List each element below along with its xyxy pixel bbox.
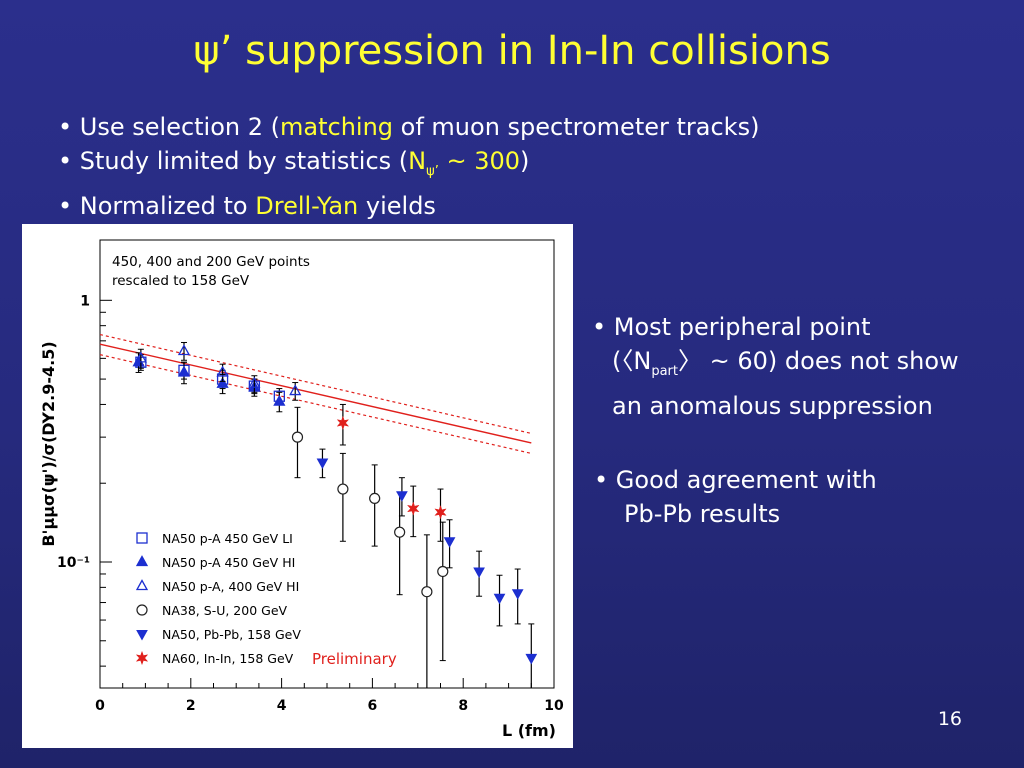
title-psi: ψ’ <box>193 28 233 74</box>
legend-label: NA50 p-A, 400 GeV HI <box>162 579 299 594</box>
bullet-2-tail: ) <box>520 147 530 175</box>
bullet-3: • Normalized to Drell-Yan yields <box>58 189 759 223</box>
bullet-2-highlight: ~ 300 <box>438 147 521 175</box>
bullet-1-text: • Use selection 2 ( <box>58 113 281 141</box>
slide-title: ψ’ suppression in In-In collisions <box>0 28 1024 74</box>
legend-marker <box>135 579 149 591</box>
data-point <box>216 376 229 388</box>
legend-marker <box>136 630 148 641</box>
data-point <box>291 431 304 443</box>
x-tick-label: 0 <box>95 698 105 714</box>
annotation-line-2: rescaled to 158 GeV <box>112 273 250 289</box>
title-text: suppression in In-In collisions <box>232 28 831 74</box>
data-point <box>473 567 485 579</box>
x-tick-label: 6 <box>368 698 378 714</box>
bullet-3-tail: yields <box>358 191 436 220</box>
legend-marker <box>135 555 149 567</box>
data-point <box>316 458 329 470</box>
y-tick-label: 10⁻¹ <box>57 555 90 571</box>
note-1-npart: (〈N <box>612 347 652 375</box>
data-point <box>289 384 302 396</box>
preliminary-label: Preliminary <box>312 650 397 668</box>
x-tick-label: 10 <box>544 698 564 714</box>
data-point <box>337 483 349 495</box>
note-2-line-1: • Good agreement with <box>594 466 877 494</box>
bullet-2-n: N <box>408 147 427 175</box>
data-point <box>248 376 261 388</box>
data-point <box>216 365 229 377</box>
data-point <box>511 589 524 600</box>
annotation-line-1: 450, 400 and 200 GeV points <box>112 254 310 270</box>
plot-frame <box>99 239 555 689</box>
bullet-list: • Use selection 2 (matching of muon spec… <box>58 110 759 223</box>
data-point <box>493 593 506 605</box>
data-point <box>437 565 449 578</box>
fit-line <box>99 343 532 444</box>
note-1-line-3: an anomalous suppression <box>612 391 933 420</box>
data-point <box>421 586 433 598</box>
psi-prime-chart: 0 2 4 6 8 10 1 10⁻¹ L (fm) B'μμσ(ψ')/σ(DY2.9-4.5)… <box>39 239 564 740</box>
data-point <box>134 351 147 363</box>
x-tick-label: 4 <box>277 698 287 714</box>
data-point <box>434 504 447 520</box>
data-point <box>394 526 406 538</box>
legend-label: NA38, S-U, 200 GeV <box>162 603 288 618</box>
bullet-2-sub: ψ’ <box>426 163 439 179</box>
bullet-1: • Use selection 2 (matching of muon spec… <box>58 110 759 144</box>
legend-label: NA50 p-A 450 GeV LI <box>162 531 293 546</box>
data-point <box>177 344 191 356</box>
data-point <box>369 492 381 504</box>
note-peripheral: • Most peripheral point (〈Npart〉 ~ 60) d… <box>592 310 959 423</box>
legend-label: NA60, In-In, 158 GeV <box>162 651 294 666</box>
legend-marker <box>135 650 149 666</box>
note-agreement: • Good agreement with Pb-Pb results <box>594 463 877 531</box>
plot-panel: 0 2 4 6 8 10 1 10⁻¹ L (fm) B'μμσ(ψ')/σ(DY2.9-4.5)… <box>22 224 573 748</box>
bullet-3-highlight: Drell-Yan <box>255 191 359 220</box>
bullet-1-highlight: matching <box>280 113 394 141</box>
legend-marker <box>136 604 148 616</box>
data-point <box>273 394 286 406</box>
x-axis-label: L (fm) <box>502 721 556 740</box>
bullet-2-text: • Study limited by statistics ( <box>58 147 409 175</box>
note-2-line-2: Pb-Pb results <box>624 500 781 528</box>
legend-marker <box>136 532 148 544</box>
fit-lower-band <box>99 354 532 454</box>
note-1-line-2: (〈Npart〉 ~ 60) does not show <box>592 344 959 389</box>
data-point <box>406 501 420 516</box>
fit-upper-band <box>99 333 532 434</box>
legend-label: NA50 p-A 450 GeV HI <box>162 555 295 570</box>
bullet-2: • Study limited by statistics (Nψ’ ~ 300… <box>58 144 759 189</box>
note-1-tail: 〉 ~ 60) does not show <box>678 347 959 375</box>
data-point <box>443 537 456 548</box>
bullet-3-text: • Normalized to <box>58 191 256 220</box>
x-tick-label: 8 <box>458 698 468 714</box>
bullet-1-tail: of muon spectrometer tracks) <box>393 113 760 141</box>
data-point <box>177 365 191 377</box>
y-tick-label: 1 <box>80 293 90 309</box>
data-point <box>396 491 408 502</box>
x-tick-label: 2 <box>186 698 196 714</box>
note-1-line-1: • Most peripheral point <box>592 313 871 341</box>
data-point <box>525 653 538 665</box>
legend-label: NA50, Pb-Pb, 158 GeV <box>162 627 301 642</box>
page-number: 16 <box>937 708 962 730</box>
data-point <box>336 415 350 431</box>
note-1-sub: part <box>651 363 678 379</box>
y-axis-label: B'μμσ(ψ')/σ(DY2.9-4.5) <box>39 341 58 546</box>
